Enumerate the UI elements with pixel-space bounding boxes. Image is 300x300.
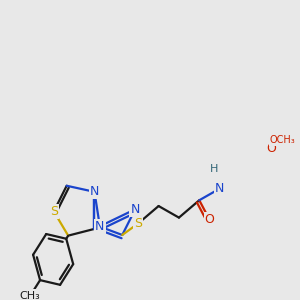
Text: N: N (215, 182, 224, 195)
Text: S: S (50, 205, 58, 218)
Text: CH₃: CH₃ (20, 291, 40, 300)
Text: S: S (134, 217, 142, 230)
Text: O: O (205, 213, 214, 226)
Text: O: O (266, 142, 276, 155)
Text: H: H (210, 164, 218, 174)
Text: OCH₃: OCH₃ (270, 135, 296, 145)
Text: N: N (130, 203, 140, 216)
Text: N: N (95, 220, 105, 233)
Text: N: N (90, 185, 99, 198)
